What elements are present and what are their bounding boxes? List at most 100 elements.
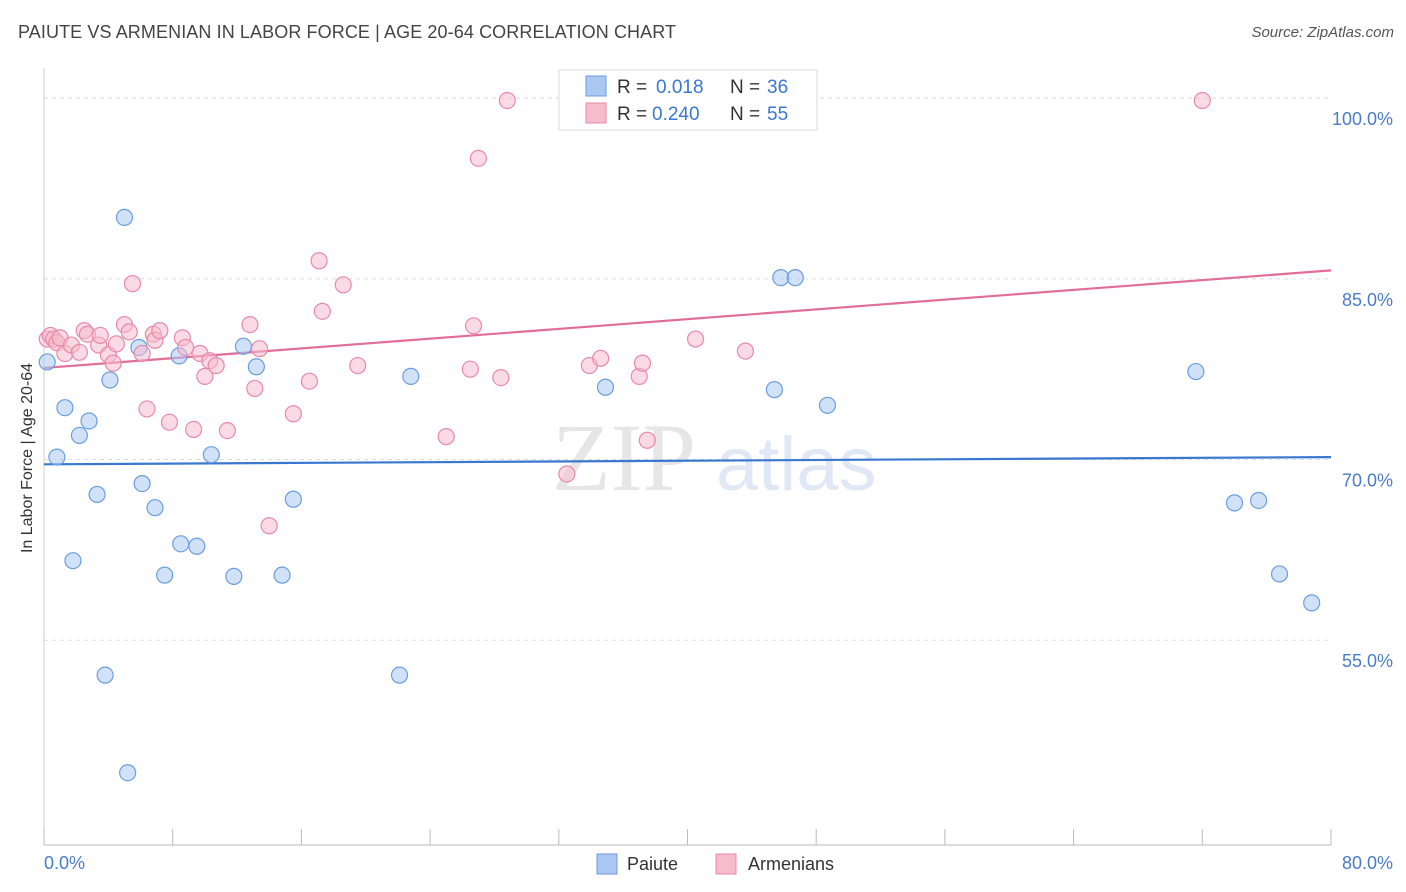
- armenian-point: [300, 372, 319, 390]
- paiute-point: [70, 426, 88, 445]
- y-tick-labels: 55.0% 70.0% 85.0% 100.0%: [1332, 109, 1393, 671]
- y-tick-label: 55.0%: [1342, 651, 1393, 671]
- legend-paiute-swatch: [585, 75, 607, 97]
- paiute-point: [818, 396, 837, 414]
- paiute-point: [273, 566, 291, 584]
- x-tick-label-max: 80.0%: [1342, 853, 1393, 873]
- legend-paiute-n-value: 36: [767, 77, 788, 98]
- armenian-point: [250, 340, 269, 358]
- armenian-point: [736, 342, 755, 360]
- paiute-point: [772, 269, 790, 287]
- correlation-legend: R = 0.018 N = 36 R = 0.240 N = 55: [558, 69, 818, 131]
- paiute-point: [80, 412, 98, 430]
- series-legend: Paiute Armenians: [596, 853, 834, 875]
- armenian-point: [492, 368, 510, 387]
- x-tick-label-min: 0.0%: [44, 853, 85, 873]
- paiute-point: [115, 208, 134, 226]
- armenian-point: [558, 465, 576, 483]
- paiute-point: [1303, 594, 1321, 612]
- paiute-point: [133, 475, 151, 493]
- y-tick-label: 85.0%: [1342, 290, 1393, 310]
- gridlines: [44, 97, 1331, 641]
- bottom-legend-paiute-label: Paiute: [627, 854, 678, 874]
- armenian-point: [160, 413, 179, 431]
- paiute-point: [596, 378, 615, 396]
- armenian-point: [349, 356, 367, 375]
- x-ticks: [43, 829, 1332, 845]
- armenian-point: [464, 317, 483, 335]
- armenian-point: [241, 315, 259, 334]
- armenian-point: [284, 405, 302, 423]
- armenian-point: [334, 276, 352, 294]
- paiute-point: [1250, 491, 1268, 510]
- armenian-point: [151, 322, 169, 340]
- legend-paiute-r-label: R =: [617, 77, 647, 98]
- y-axis-label: In Labor Force | Age 20-64: [19, 362, 36, 554]
- legend-armenian-swatch: [585, 102, 607, 124]
- paiute-point: [1187, 362, 1205, 381]
- paiute-point: [284, 490, 302, 508]
- armenian-point: [91, 326, 109, 345]
- legend-paiute-r-value: 0.018: [656, 77, 704, 98]
- armenian-point: [70, 343, 88, 361]
- armenian-point: [469, 149, 487, 167]
- data-points: [38, 91, 1321, 782]
- paiute-point: [1270, 565, 1289, 583]
- armenian-trend-line: [43, 269, 1332, 370]
- y-tick-label: 70.0%: [1342, 471, 1393, 491]
- armenian-point: [246, 379, 264, 398]
- paiute-point: [188, 537, 206, 555]
- armenian-point: [498, 91, 516, 110]
- bottom-legend-paiute-swatch: [596, 853, 618, 875]
- bottom-legend-armenian-swatch: [715, 853, 737, 875]
- armenian-point: [120, 323, 138, 341]
- legend-armenian-n-value: 55: [767, 104, 788, 125]
- legend-armenian-r-label: R =: [617, 104, 647, 125]
- bottom-legend-armenian-label: Armenians: [748, 854, 834, 874]
- paiute-point: [48, 448, 66, 466]
- source-label: Source: ZipAtlas.com: [1251, 24, 1394, 41]
- armenian-point: [1193, 91, 1211, 110]
- armenian-point: [260, 517, 278, 535]
- armenian-point: [104, 354, 122, 372]
- armenian-point: [138, 400, 156, 418]
- armenian-point: [107, 335, 125, 353]
- paiute-point: [38, 353, 56, 371]
- y-tick-label: 100.0%: [1332, 109, 1393, 129]
- paiute-point: [64, 552, 82, 570]
- armenian-point: [133, 344, 151, 363]
- paiute-point: [234, 337, 253, 355]
- paiute-point: [172, 535, 190, 553]
- armenian-point: [176, 338, 195, 357]
- armenian-point: [185, 420, 203, 438]
- armenian-point: [123, 275, 142, 293]
- paiute-point: [56, 399, 74, 417]
- paiute-point: [101, 371, 119, 389]
- paiute-point: [1225, 494, 1244, 512]
- paiute-point: [119, 764, 137, 782]
- paiute-point: [786, 269, 804, 287]
- paiute-trend-line: [43, 456, 1332, 466]
- paiute-point: [146, 499, 164, 517]
- armenian-point: [437, 428, 455, 446]
- paiute-point: [156, 566, 174, 584]
- legend-armenian-r-value: 0.240: [652, 104, 700, 125]
- armenian-point: [313, 302, 331, 320]
- armenian-point: [592, 349, 610, 367]
- armenian-point: [461, 360, 479, 378]
- armenian-point: [686, 330, 705, 348]
- paiute-point: [88, 485, 106, 504]
- paiute-point: [765, 381, 783, 399]
- paiute-point: [390, 666, 409, 684]
- armenian-point: [638, 431, 656, 449]
- armenian-point: [196, 367, 214, 385]
- paiute-point: [202, 446, 220, 464]
- legend-armenian-n-label: N =: [730, 104, 760, 125]
- legend-paiute-n-label: N =: [730, 77, 760, 98]
- watermark-atlas: atlas: [716, 422, 877, 507]
- armenian-point: [633, 354, 652, 372]
- armenian-point: [207, 356, 225, 375]
- watermark-zip: ZIP: [552, 404, 696, 511]
- paiute-point: [96, 666, 114, 684]
